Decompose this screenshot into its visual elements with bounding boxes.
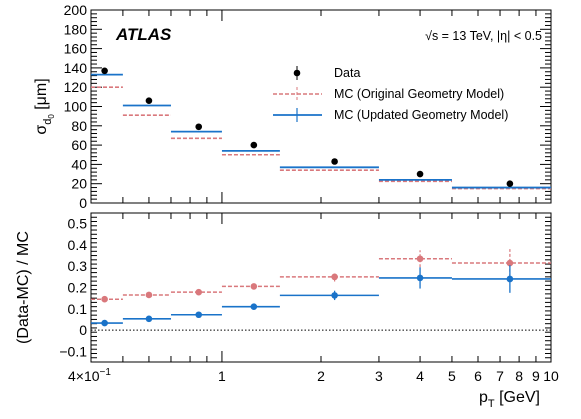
top-y-tick-label: 60: [71, 137, 87, 153]
chart-labels: 4×10−1 1 2 3 4 5 6 7 8 9 1002040608010012014016018…: [15, 2, 559, 410]
data-point: [101, 67, 108, 75]
data-point: [145, 97, 153, 105]
bottom-y-tick-label: 0.5: [68, 216, 88, 232]
ratio-original-point: [101, 295, 108, 303]
data-point: [250, 141, 258, 149]
bottom-panel: [90, 212, 552, 363]
ratio-updated-point: [145, 315, 153, 323]
bottom-y-tick-label: 0.2: [68, 280, 88, 296]
x-axis-label: pT [GeV]: [479, 389, 540, 410]
ratio-original-point: [506, 259, 514, 267]
x-tick-label: 2: [317, 368, 325, 384]
top-y-tick-label: 80: [71, 118, 87, 134]
sub-0: 0: [47, 114, 56, 119]
ratio-original-point: [195, 288, 203, 296]
sub-d: d: [42, 119, 54, 125]
bottom-y-axis-label: (Data-MC) / MC: [15, 231, 32, 344]
data-point: [195, 123, 203, 131]
ratio-updated-point: [506, 275, 514, 283]
sub-T: T: [488, 398, 495, 410]
top-y-tick-label: 20: [71, 176, 87, 192]
top-panel: [90, 9, 552, 204]
data-point: [416, 170, 424, 178]
data-point: [506, 180, 514, 187]
experiment-label: ATLAS: [115, 25, 172, 44]
ratio-updated-point: [250, 303, 258, 310]
top-y-tick-label: 40: [71, 156, 87, 172]
legend-label-updated: MC (Updated Geometry Model): [334, 108, 508, 122]
ratio-original-point: [250, 283, 258, 290]
top-y-tick-label: 120: [64, 79, 88, 95]
bottom-y-tick-label: 0.4: [68, 237, 88, 253]
unit: [μm]: [33, 78, 50, 114]
unit: [GeV]: [495, 389, 540, 406]
ratio-updated-point: [331, 292, 338, 299]
bottom-y-tick-label: 0.1: [68, 301, 88, 317]
legend-label-data: Data: [334, 66, 360, 80]
top-y-axis-label: σd0 [μm]: [33, 78, 56, 134]
top-y-tick-label: 140: [64, 60, 88, 76]
bottom-panel-frame: [90, 212, 552, 363]
ratio-original-point: [145, 291, 153, 299]
top-y-tick-label: 180: [64, 21, 88, 37]
top-y-tick-label: 100: [64, 99, 88, 115]
x-tick-exponent: −1: [100, 367, 112, 378]
ratio-original-point: [416, 255, 424, 263]
ratio-updated-point: [416, 274, 424, 282]
x-tick-label: 7: [496, 368, 504, 384]
x-tick-label: 6: [474, 368, 482, 384]
ratio-original-point: [331, 273, 338, 281]
x-tick-label: 4: [416, 368, 424, 384]
bottom-y-tick-label: 0: [79, 322, 87, 338]
x-tick-label: 9: [532, 368, 540, 384]
legend: Data MC (Original Geometry Model) MC (Upda…: [273, 66, 508, 122]
legend-label-original: MC (Original Geometry Model): [334, 87, 504, 101]
ratio-updated-point: [195, 311, 203, 319]
energy-annotation: √s = 13 TeV, |η| < 0.5: [425, 29, 542, 43]
data-point: [331, 158, 338, 165]
x-tick-label: 3: [375, 368, 383, 384]
top-y-tick-label: 200: [64, 2, 88, 18]
legend-data-marker: [293, 69, 301, 77]
p: p: [479, 389, 488, 406]
x-tick-label: 8: [515, 368, 523, 384]
sigma: σ: [33, 125, 50, 135]
bottom-y-tick-label: −0.1: [59, 343, 87, 359]
x-tick-label: 10: [543, 368, 559, 384]
top-y-tick-label: 160: [64, 41, 88, 57]
x-tick-label: 1: [218, 368, 226, 384]
x-tick-label: 4×10−1: [68, 367, 111, 384]
x-tick-label: 5: [448, 368, 456, 384]
ratio-updated-point: [101, 319, 108, 327]
top-y-tick-label: 0: [79, 195, 87, 211]
bottom-y-tick-label: 0.3: [68, 258, 88, 274]
chart-marks: [91, 67, 551, 327]
